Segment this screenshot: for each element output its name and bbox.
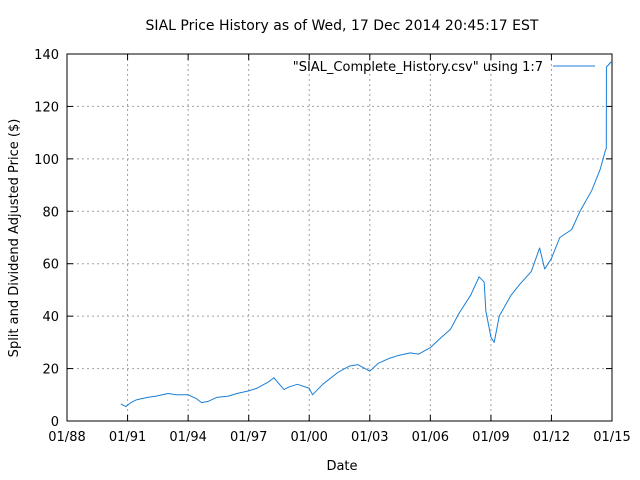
y-tick-label: 40 [42, 310, 59, 325]
y-tick-label: 20 [42, 363, 59, 378]
series-group [120, 61, 612, 408]
chart-title: SIAL Price History as of Wed, 17 Dec 201… [146, 18, 539, 34]
x-tick-label: 01/15 [593, 430, 630, 445]
y-tick-label: 60 [42, 258, 59, 273]
x-tick-label: 01/97 [230, 430, 267, 445]
x-tick-label: 01/09 [472, 430, 509, 445]
plot-frame [66, 53, 613, 422]
y-tick-label: 100 [34, 153, 59, 168]
x-tick-label: 01/03 [351, 430, 388, 445]
x-tick-label: 01/88 [48, 430, 85, 445]
x-tick-label: 01/94 [169, 430, 206, 445]
x-tick-label: 01/12 [533, 430, 570, 445]
y-tick-label: 140 [34, 48, 59, 63]
x-tick-label: 01/06 [412, 430, 449, 445]
x-axis-label: Date [326, 459, 357, 474]
legend: "SIAL_Complete_History.csv" using 1:7 [293, 60, 595, 75]
y-tick-label: 120 [34, 100, 59, 115]
x-tick-label: 01/00 [290, 430, 327, 445]
y-tick-label: 0 [51, 415, 59, 430]
grid [67, 54, 612, 421]
legend-label: "SIAL_Complete_History.csv" using 1:7 [293, 60, 543, 75]
x-tick-label: 01/91 [109, 430, 146, 445]
series-line [120, 61, 612, 408]
axis-ticks: 0 20 40 60 80 100 120 140 01/88 01/91 01/94 01/97 01… [34, 48, 631, 445]
y-tick-label: 80 [42, 205, 59, 220]
y-axis-label: Split and Dividend Adjusted Price ($) [7, 119, 22, 358]
